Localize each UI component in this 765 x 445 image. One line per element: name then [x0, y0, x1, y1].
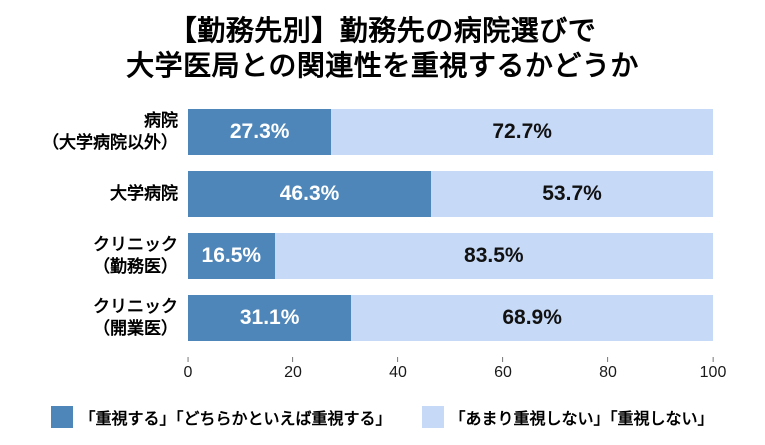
- page-title: 【勤務先別】勤務先の病院選びで 大学医局との関連性を重視するかどうか: [0, 14, 765, 83]
- bar-track: 31.1% 68.9%: [188, 295, 713, 342]
- tick-mark: [292, 357, 294, 363]
- bar-track: 27.3% 72.7%: [188, 109, 713, 156]
- tick-label: 0: [183, 364, 193, 382]
- tick-label: 80: [599, 364, 617, 382]
- bar-segment-secondary: 68.9%: [351, 295, 713, 342]
- tick-mark: [397, 357, 399, 363]
- x-axis-tick: 100: [699, 357, 727, 382]
- category-label: 大学病院: [110, 184, 178, 204]
- bar-value-label: 27.3%: [229, 120, 290, 144]
- chart-area: 病院 （大学病院以外） 27.3% 72.7% 大学病院 46.3%: [0, 109, 765, 385]
- x-axis-tick: 60: [494, 357, 512, 382]
- tick-label: 60: [494, 364, 512, 382]
- tick-label: 100: [699, 364, 727, 382]
- bar-value-label: 46.3%: [279, 182, 340, 206]
- bar-value-label: 16.5%: [201, 244, 262, 268]
- legend-label-primary: 「重視する」「どちらかといえば重視する」: [79, 411, 392, 429]
- category-label: クリニック （勤務医）: [93, 235, 178, 277]
- tick-label: 20: [284, 364, 302, 382]
- bar-row-clinic-owner: クリニック （開業医） 31.1% 68.9%: [14, 295, 765, 342]
- tick-mark: [712, 357, 714, 363]
- legend: 「重視する」「どちらかといえば重視する」 「あまり重視しない」「重視しない」: [0, 405, 765, 429]
- bar-track: 46.3% 53.7%: [188, 171, 713, 218]
- bar-value-label: 31.1%: [239, 306, 300, 330]
- bar-segment-primary: 16.5%: [188, 233, 275, 280]
- bar-segment-primary: 46.3%: [188, 171, 432, 218]
- chart-page: 【勤務先別】勤務先の病院選びで 大学医局との関連性を重視するかどうか 病院 （大…: [0, 14, 765, 445]
- bar-row-university-hospital: 大学病院 46.3% 53.7%: [14, 171, 765, 218]
- bar-segment-primary: 27.3%: [188, 109, 332, 156]
- title-line-2: 大学医局との関連性を重視するかどうか: [126, 49, 639, 81]
- tick-label: 40: [389, 364, 407, 382]
- x-axis-tick: 40: [389, 357, 407, 382]
- bar-segment-secondary: 53.7%: [431, 171, 713, 218]
- tick-mark: [187, 357, 189, 363]
- bar-row-clinic-employed: クリニック （勤務医） 16.5% 83.5%: [14, 233, 765, 280]
- x-axis: 0 20 40 60 80 100: [184, 357, 726, 385]
- bar-value-label: 83.5%: [464, 244, 524, 268]
- legend-swatch-secondary: [421, 406, 444, 429]
- tick-mark: [607, 357, 609, 363]
- bar-row-hospital-non-university: 病院 （大学病院以外） 27.3% 72.7%: [14, 109, 765, 156]
- x-axis-tick: 0: [183, 357, 193, 382]
- bar-segment-secondary: 72.7%: [331, 109, 713, 156]
- title-line-1: 【勤務先別】勤務先の病院選びで: [168, 15, 597, 46]
- bar-segment-secondary: 83.5%: [274, 233, 713, 280]
- legend-label-secondary: 「あまり重視しない」「重視しない」: [449, 411, 714, 429]
- bar-value-label: 68.9%: [502, 306, 562, 330]
- tick-mark: [502, 357, 504, 363]
- bar-track: 16.5% 83.5%: [188, 233, 713, 280]
- category-label: 病院 （大学病院以外）: [42, 111, 178, 153]
- x-axis-tick: 20: [284, 357, 302, 382]
- bar-segment-primary: 31.1%: [188, 295, 352, 342]
- x-axis-tick: 80: [599, 357, 617, 382]
- category-label: クリニック （開業医）: [93, 297, 178, 339]
- legend-item-secondary: 「あまり重視しない」「重視しない」: [421, 405, 714, 429]
- bar-value-label: 72.7%: [492, 120, 552, 144]
- legend-swatch-primary: [51, 406, 74, 429]
- bar-value-label: 53.7%: [542, 182, 602, 206]
- legend-item-primary: 「重視する」「どちらかといえば重視する」: [51, 405, 392, 429]
